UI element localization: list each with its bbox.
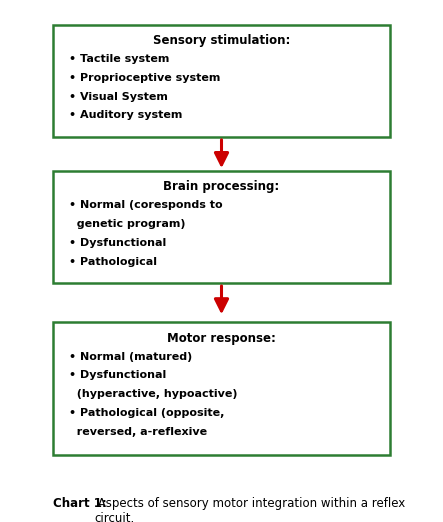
Text: reversed, a-reflexive: reversed, a-reflexive <box>69 427 207 437</box>
Text: • Pathological (opposite,: • Pathological (opposite, <box>69 408 224 418</box>
Text: • Visual System: • Visual System <box>69 92 167 102</box>
Text: • Normal (matured): • Normal (matured) <box>69 352 192 362</box>
Text: Brain processing:: Brain processing: <box>163 181 280 193</box>
Text: Sensory stimulation:: Sensory stimulation: <box>153 34 290 47</box>
Text: (hyperactive, hypoactive): (hyperactive, hypoactive) <box>69 389 237 399</box>
Text: genetic program): genetic program) <box>69 219 185 229</box>
Text: • Auditory system: • Auditory system <box>69 111 182 121</box>
Text: • Dysfunctional: • Dysfunctional <box>69 371 166 381</box>
Bar <box>53 171 390 283</box>
Text: • Pathological: • Pathological <box>69 257 157 267</box>
Bar <box>53 25 390 137</box>
Text: • Dysfunctional: • Dysfunctional <box>69 238 166 248</box>
Bar <box>53 322 390 455</box>
Text: • Proprioceptive system: • Proprioceptive system <box>69 73 220 83</box>
Text: • Normal (coresponds to: • Normal (coresponds to <box>69 200 222 210</box>
Text: • Tactile system: • Tactile system <box>69 54 169 64</box>
Text: Motor response:: Motor response: <box>167 332 276 345</box>
Text: Aspects of sensory motor integration within a reflex
circuit.: Aspects of sensory motor integration wit… <box>94 497 405 522</box>
Text: Chart 1:: Chart 1: <box>53 497 107 510</box>
